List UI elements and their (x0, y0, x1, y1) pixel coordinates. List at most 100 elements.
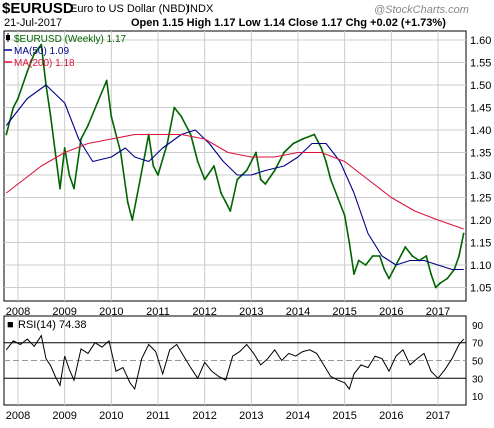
price-data-point (301, 138, 304, 140)
price-x-tick-label: 2014 (286, 306, 310, 318)
rsi-y-tick-label: 90 (472, 321, 484, 332)
price-x-tick-label: 2012 (192, 306, 216, 318)
price-y-tick-label: 1.25 (470, 193, 491, 205)
date-label: 21-Jul-2017 (4, 17, 63, 29)
price-data-point (63, 147, 66, 149)
price-data-point (54, 151, 57, 154)
price-data-point (388, 277, 390, 280)
price-y-tick-label: 1.50 (470, 80, 491, 92)
price-data-point (17, 97, 19, 100)
price-data-point (73, 187, 75, 190)
ma200-series-line (5, 133, 464, 230)
price-data-point (110, 115, 113, 118)
price-data-point (313, 133, 316, 136)
price-data-point (434, 286, 437, 289)
rsi-icon: ■ (7, 319, 14, 331)
price-data-point (292, 142, 295, 145)
price-y-tick-label: 1.15 (470, 238, 491, 250)
rsi-series-line (5, 334, 465, 391)
price-data-point (157, 174, 159, 176)
price-data-point (364, 264, 367, 266)
price-data-point (5, 133, 8, 136)
price-data-point (273, 169, 276, 172)
price-x-tick-label: 2013 (239, 306, 263, 318)
rsi-x-tick-label: 2012 (192, 410, 216, 422)
legend-candle-body (6, 35, 10, 40)
price-data-point (49, 115, 52, 118)
rsi-x-tick-label: 2009 (52, 410, 76, 422)
legend-label: MA(50) 1.09 (14, 46, 69, 57)
price-data-point (320, 147, 323, 149)
price-data-point (353, 273, 355, 275)
price-data-point (138, 183, 141, 185)
price-data-point (343, 214, 346, 217)
price-data-point (80, 138, 82, 140)
brand-watermark: @StockCharts.com (374, 4, 469, 16)
price-data-point (264, 183, 267, 185)
rsi-x-tick-label: 2010 (99, 410, 123, 422)
price-data-point (378, 255, 381, 257)
price-data-point (462, 232, 465, 235)
price-data-point (26, 70, 29, 73)
rsi-y-tick-label: 50 (472, 357, 484, 368)
rsi-panel: 2008 2009 2010 2011 2012 2013 2014 2015 2016 2017… (3, 315, 484, 422)
price-data-point (173, 106, 176, 109)
exchange-label: INDX (187, 3, 214, 15)
price-x-tick-label: 2008 (6, 306, 30, 318)
price-data-point (12, 106, 15, 109)
symbol-description: Euro to US Dollar (NBD) (70, 3, 190, 15)
rsi-x-tick-label: 2008 (6, 410, 30, 422)
price-data-point (425, 255, 428, 257)
legend-label: MA(200) 1.18 (14, 58, 75, 69)
price-data-point (357, 259, 360, 262)
price-x-tick-label: 2009 (52, 306, 76, 318)
rsi-title: RSI(14) 74.38 (18, 319, 86, 331)
rsi-y-tick-label: 70 (472, 339, 484, 350)
ma50-series-line (5, 84, 464, 271)
price-data-point (446, 277, 449, 280)
rsi-x-tick-label: 2013 (239, 410, 263, 422)
price-data-point (196, 160, 199, 163)
price-series-line (5, 43, 465, 289)
rsi-x-tick-label: 2015 (332, 410, 356, 422)
price-data-point (68, 174, 71, 176)
legend-label: $EURUSD (Weekly) 1.17 (14, 34, 127, 45)
price-data-point (131, 219, 134, 221)
price-data-point (283, 151, 285, 154)
rsi-y-tick-label: 10 (472, 392, 484, 403)
price-data-point (33, 52, 36, 55)
price-data-point (236, 178, 239, 181)
price-data-point (430, 273, 432, 275)
price-data-point (220, 192, 222, 194)
rsi-x-tick-label: 2011 (146, 410, 170, 422)
price-data-point (59, 187, 61, 190)
price-y-tick-label: 1.40 (470, 125, 491, 137)
price-y-tick-label: 1.05 (470, 283, 491, 295)
price-x-tick-label: 2016 (379, 306, 403, 318)
price-data-point (96, 102, 99, 104)
price-data-point (119, 151, 122, 154)
price-data-point (203, 178, 206, 181)
price-data-point (180, 115, 183, 118)
price-data-point (458, 255, 460, 257)
price-x-tick-label: 2011 (146, 306, 170, 318)
price-data-point (336, 196, 339, 199)
price-data-point (189, 133, 192, 136)
price-data-point (87, 124, 89, 127)
price-data-point (411, 255, 414, 257)
price-plot-frame (3, 30, 467, 302)
price-y-tick-label: 1.30 (470, 170, 491, 182)
price-data-point (255, 151, 257, 154)
price-data-point (404, 246, 407, 248)
price-data-point (126, 201, 129, 203)
price-panel: 1.05 1.10 1.15 1.20 1.25 1.30 1.35 1.40 1.45 1.50… (3, 30, 491, 318)
rsi-y-tick-label: 30 (472, 374, 484, 385)
price-y-tick-label: 1.10 (470, 260, 491, 272)
price-y-tick-label: 1.45 (470, 103, 491, 115)
price-data-point (229, 210, 232, 212)
price-x-tick-label: 2015 (332, 306, 356, 318)
ohlc-summary: Open 1.15 High 1.17 Low 1.14 Close 1.17 … (131, 17, 446, 29)
price-y-tick-label: 1.60 (470, 35, 491, 47)
price-data-point (213, 165, 215, 167)
